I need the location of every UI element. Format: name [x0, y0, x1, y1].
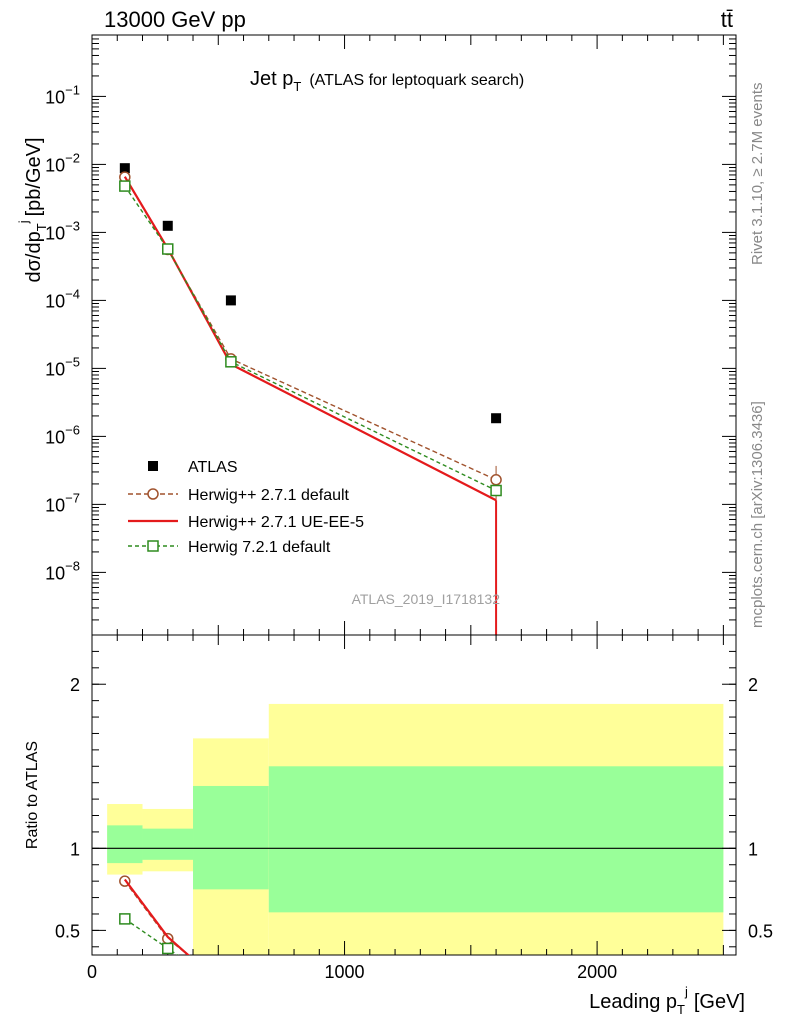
- x-tick-label: 2000: [577, 962, 617, 982]
- x-tick-label: 0: [87, 962, 97, 982]
- series-3-marker: [490, 484, 502, 497]
- legend-marker: [147, 540, 159, 552]
- atlas-data-point: [491, 413, 502, 424]
- x-tick-label: 1000: [325, 962, 365, 982]
- ratio-tick-label-right: 2: [748, 675, 758, 695]
- ratio-tick-label: 0.5: [55, 921, 80, 941]
- series-3-line: [124, 185, 497, 492]
- legend-label: Herwig++ 2.7.1 default: [188, 487, 350, 504]
- series-1-marker: [490, 474, 502, 486]
- legend-label: ATLAS: [188, 459, 238, 476]
- legend-marker: [148, 461, 158, 471]
- ratio-band-inner: [107, 825, 143, 864]
- atlas-data-point: [119, 163, 130, 174]
- atlas-data-point: [225, 295, 236, 306]
- legend-label: Herwig 7.2.1 default: [188, 539, 331, 556]
- ratio-band-inner: [193, 785, 269, 890]
- ratio-band-inner: [142, 828, 194, 860]
- series-2-line: [123, 176, 497, 502]
- ratio-bands: [107, 703, 724, 955]
- series-3-ratio-marker: [226, 986, 236, 996]
- y-tick-label: 10−4: [45, 286, 80, 311]
- y-tick-label: 10−2: [45, 150, 80, 175]
- ratio-panel-frame: [91, 634, 737, 956]
- x-axis-title: Leading pTj [GeV]: [589, 984, 745, 1017]
- ratio-tick-label-right: 1: [748, 839, 758, 859]
- ratio-tick-label: 1: [70, 839, 80, 859]
- series-1-line: [124, 176, 497, 481]
- series-1-ratio-marker: [491, 988, 501, 998]
- legend: ATLAS Herwig++ 2.7.1 default Herwig++ 2.7.…: [128, 459, 364, 556]
- atlas-data-point: [162, 220, 173, 231]
- legend-marker: [147, 488, 159, 500]
- ratio-panel-series: [119, 875, 501, 1003]
- analysis-watermark: ATLAS_2019_I1718132: [352, 591, 501, 607]
- series-3-marker: [162, 243, 174, 255]
- ratio-panel-ticks: 0.5 0.5 1 1 2 2 0 1000 2000: [55, 635, 773, 982]
- ratio-axis-title: Ratio to ATLAS: [24, 741, 41, 849]
- legend-label: Herwig++ 2.7.1 UE-EE-5: [188, 514, 364, 531]
- series-3-ratio-marker: [491, 993, 501, 1003]
- series-2-ratio-line: [123, 878, 190, 955]
- y-tick-label: 10−3: [45, 218, 80, 243]
- beam-label: 13000 GeV pp: [104, 7, 246, 32]
- rivet-label: Rivet 3.1.10, ≥ 2.7M events: [749, 83, 766, 266]
- main-panel-ticks: 10−1 10−2 10−3 10−4 10−5 10−6 10−7 10−8: [45, 34, 736, 635]
- y-axis-title: dσ/dpTj[pb/GeV]: [16, 137, 49, 282]
- y-tick-label: 10−8: [45, 558, 80, 583]
- series-3-marker: [119, 180, 131, 192]
- y-tick-label: 10−1: [45, 82, 80, 107]
- main-panel-series: [119, 163, 502, 635]
- series-3-marker: [225, 356, 237, 368]
- y-tick-label: 10−5: [45, 354, 80, 379]
- y-tick-label: 10−7: [45, 490, 80, 515]
- ratio-tick-label-right: 0.5: [748, 921, 773, 941]
- ratio-band-inner: [268, 766, 724, 913]
- process-label: tt̄: [721, 7, 733, 32]
- plot-title: Jet pT (ATLAS for leptoquark search): [250, 68, 524, 94]
- y-tick-label: 10−6: [45, 422, 80, 447]
- source-label: mcplots.cern.ch [arXiv:1306.3436]: [749, 401, 766, 628]
- series-3-ratio-marker: [162, 942, 174, 955]
- series-1-ratio-marker: [226, 984, 236, 994]
- ratio-tick-label: 2: [70, 675, 80, 695]
- series-3-ratio-marker: [119, 913, 131, 925]
